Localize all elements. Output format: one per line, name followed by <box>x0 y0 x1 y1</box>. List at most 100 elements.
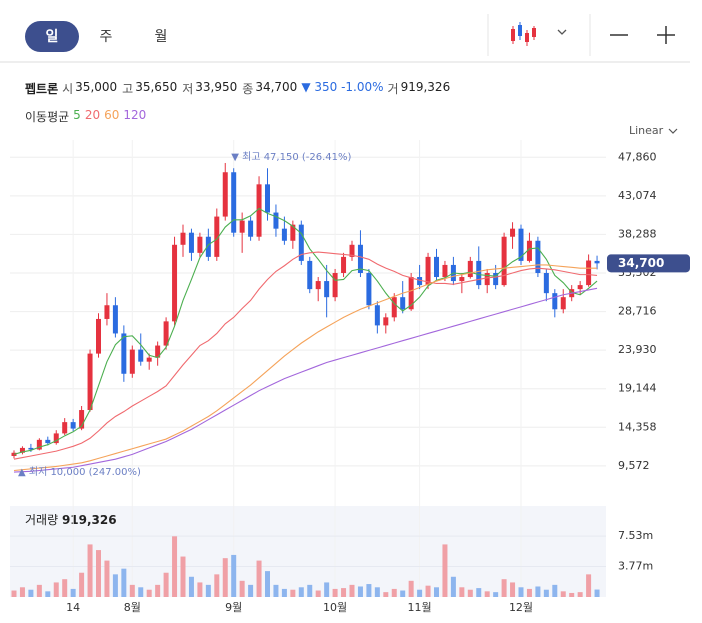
ma-legend-entry: 5 <box>73 108 81 122</box>
volume-title: 거래량 919,326 <box>25 513 117 527</box>
tab[interactable]: 월 <box>155 29 168 45</box>
volume-bar <box>594 589 600 597</box>
candle-body <box>138 349 144 362</box>
candle-body <box>518 228 524 261</box>
candle-body <box>400 297 406 310</box>
volume-bar <box>197 582 203 597</box>
candle-body <box>577 285 583 290</box>
candle-body <box>307 260 313 290</box>
volume-bar <box>484 591 490 597</box>
volume-bar <box>231 554 237 597</box>
candle-body <box>155 345 161 358</box>
header-item: 종 34,700 <box>242 80 297 97</box>
candle-body <box>408 277 414 310</box>
volume-bar <box>552 584 558 597</box>
candle-body <box>239 220 245 233</box>
chevron[interactable] <box>557 29 567 35</box>
candle-body <box>36 439 42 450</box>
volume-bar <box>104 560 110 597</box>
volume-bar <box>442 544 448 597</box>
chevron[interactable] <box>668 128 678 134</box>
volume-bar <box>146 589 152 597</box>
candle-body <box>62 422 68 434</box>
volume-bar <box>188 576 194 597</box>
tab[interactable]: 일 <box>46 29 59 45</box>
y-tick-label: 38,288 <box>618 227 657 240</box>
candle-body <box>265 184 270 213</box>
y-tick-label: 19,144 <box>618 382 657 395</box>
ma-title: 이동평균 <box>25 110 70 124</box>
candle-body <box>112 305 118 334</box>
volume-bar <box>543 589 549 597</box>
volume-bar <box>425 585 431 597</box>
x-tick-label: 12월 <box>509 601 533 614</box>
volume-bar <box>526 588 532 597</box>
header: 펩트론 시 35,000 고 35,650 저 33,950 종 34,700 ▼ 350 -… <box>25 80 450 97</box>
candle-body <box>434 256 439 278</box>
candle-body <box>28 447 34 450</box>
candle-body <box>526 240 532 261</box>
ma-legend: 이동평균 5 20 60 120 <box>25 108 146 125</box>
volume-key: 거 <box>387 82 399 96</box>
ma-line <box>13 287 598 473</box>
volume-bar <box>332 588 338 597</box>
candle-body <box>121 333 127 374</box>
volume-bar <box>535 586 541 597</box>
volume-bar <box>341 588 347 597</box>
candle-body <box>96 318 101 354</box>
candle-body <box>188 232 194 253</box>
header-items: 시 35,000 고 35,650 저 33,950 종 34,700 <box>62 80 297 97</box>
volume-bar <box>298 587 304 597</box>
tab[interactable]: 주 <box>100 29 113 45</box>
volume-bar <box>129 584 135 597</box>
volume-bar <box>459 587 465 597</box>
high-annotation: ▼ 최고 47,150 (-26.41%) <box>231 151 351 163</box>
ma-legend-entry: 60 <box>104 108 120 122</box>
volume-bar <box>256 560 262 597</box>
item-key: 시 <box>62 82 74 96</box>
candle-body <box>273 212 279 229</box>
volume-bar <box>36 584 42 597</box>
volume-bar <box>450 576 456 597</box>
volume-bar <box>501 579 507 597</box>
candle-body <box>493 273 499 286</box>
volume-bar <box>163 572 169 597</box>
header-item: 고 35,650 <box>122 80 177 97</box>
volume-bar <box>19 587 25 597</box>
volume-bar <box>121 568 127 597</box>
candle-body <box>104 305 110 319</box>
candle-body <box>459 277 465 282</box>
candle-body <box>163 321 169 346</box>
candle-icon[interactable] <box>511 22 536 46</box>
candle-body <box>476 260 482 286</box>
item-value: 33,950 <box>195 80 238 94</box>
candle-body <box>298 224 304 261</box>
volume-bar <box>408 580 414 597</box>
item-key: 종 <box>242 82 254 96</box>
candle-body <box>87 353 93 411</box>
candle-body <box>315 281 321 290</box>
scale-label[interactable]: Linear <box>629 124 664 137</box>
volume-value: 919,326 <box>400 80 451 94</box>
ma-legend-entry: 120 <box>123 108 147 122</box>
header-volume: 거 919,326 <box>388 80 451 97</box>
candle-body <box>467 260 473 278</box>
candle-body <box>341 256 347 274</box>
ma-line <box>13 207 598 455</box>
candle-body <box>172 244 178 322</box>
tab-active[interactable] <box>25 21 79 52</box>
volume-bar <box>62 579 68 597</box>
x-tick-label: 11월 <box>408 601 432 614</box>
volume-bar <box>11 590 17 597</box>
candle-body <box>70 422 76 429</box>
y-tick-label: 23,930 <box>618 343 657 356</box>
candle-body <box>417 277 423 286</box>
item-value: 35,650 <box>135 80 178 94</box>
candle-body <box>256 184 262 237</box>
zoom-in[interactable] <box>657 26 675 44</box>
x-tick-label: 14 <box>66 601 80 614</box>
change: ▼ 350 -1.00% <box>301 80 384 94</box>
volume-tick-label: 3.77m <box>618 559 653 572</box>
